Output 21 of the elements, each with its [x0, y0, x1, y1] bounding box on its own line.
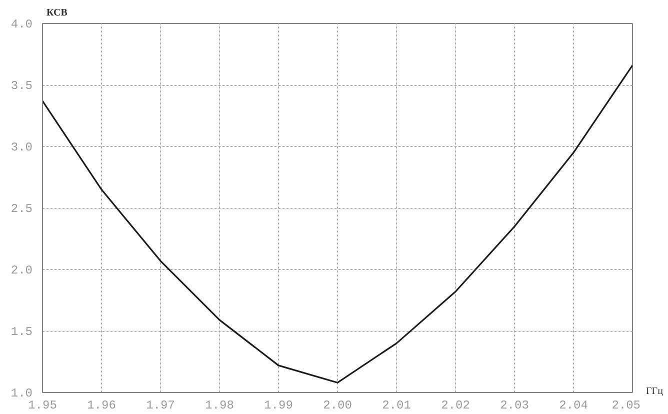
x-tick-label: 2.01 [382, 398, 411, 412]
x-tick-label: 2.00 [323, 398, 352, 412]
y-tick-label: 1.5 [10, 325, 33, 339]
y-tick-label: 4.0 [10, 18, 33, 32]
y-tick-label: 2.0 [10, 264, 33, 278]
line-series [42, 64, 632, 384]
x-tick-label: 1.98 [205, 398, 234, 412]
x-tick-label: 1.97 [146, 398, 175, 412]
x-tick-label: 2.03 [500, 398, 529, 412]
x-tick-label: 1.99 [264, 398, 293, 412]
y-tick-label: 2.5 [10, 202, 33, 216]
y-tick-label: 3.0 [10, 140, 33, 154]
x-tick-label: 2.04 [559, 398, 588, 412]
x-axis-title: ГГц [646, 385, 663, 399]
x-tick-label: 1.95 [28, 398, 57, 412]
y-axis-title: КСВ [46, 8, 68, 18]
y-tick-label: 3.5 [10, 79, 33, 93]
x-tick-label: 1.96 [87, 398, 116, 412]
x-tick-label: 2.05 [612, 398, 641, 412]
y-tick-label: 1.0 [10, 386, 33, 400]
x-tick-label: 2.02 [441, 398, 470, 412]
